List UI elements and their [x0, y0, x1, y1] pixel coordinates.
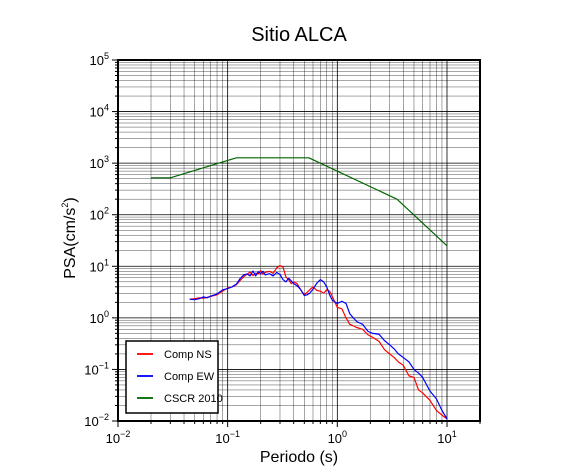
- x-tick-label: 100: [328, 429, 347, 446]
- legend-box: [125, 340, 219, 414]
- y-tick-label: 101: [90, 257, 109, 274]
- x-tick-label: 101: [437, 429, 456, 446]
- grid: [117, 59, 481, 422]
- y-tick-label: 102: [90, 206, 109, 223]
- plot-frame: [117, 59, 481, 422]
- y-tick-label: 104: [90, 103, 109, 120]
- x-tick-label: 10−2: [106, 429, 131, 446]
- series-line-comp-ew: [189, 270, 448, 420]
- y-axis: 10−2 10−1 100 101 102 103 104 105: [84, 51, 118, 429]
- y-tick-label: 105: [90, 51, 109, 68]
- series-group: [151, 157, 448, 420]
- x-tick-label: 10−1: [215, 429, 240, 446]
- y-axis-label: PSA(cm/s2): [60, 197, 79, 278]
- chart-title: Sitio ALCA: [251, 24, 347, 46]
- x-axis: 10−2 10−1 100 101: [106, 421, 481, 446]
- legend-label: CSCR 2010: [164, 393, 223, 405]
- y-axis-label-tail: ): [62, 197, 79, 202]
- legend: Comp NS Comp EW CSCR 2010: [125, 340, 223, 414]
- y-tick-label: 10−1: [84, 360, 109, 377]
- y-axis-label-base: PSA(cm/s: [62, 208, 79, 279]
- y-tick-label: 10−2: [84, 412, 109, 429]
- y-tick-label: 103: [90, 154, 109, 171]
- legend-label: Comp EW: [164, 371, 215, 383]
- x-axis-label: Periodo (s): [260, 449, 338, 466]
- y-axis-label-sup: 2: [60, 203, 70, 208]
- legend-label: Comp NS: [164, 349, 212, 361]
- series-line-cscr-2010: [151, 157, 448, 247]
- plot-border: [117, 59, 481, 422]
- y-tick-label: 100: [90, 309, 109, 326]
